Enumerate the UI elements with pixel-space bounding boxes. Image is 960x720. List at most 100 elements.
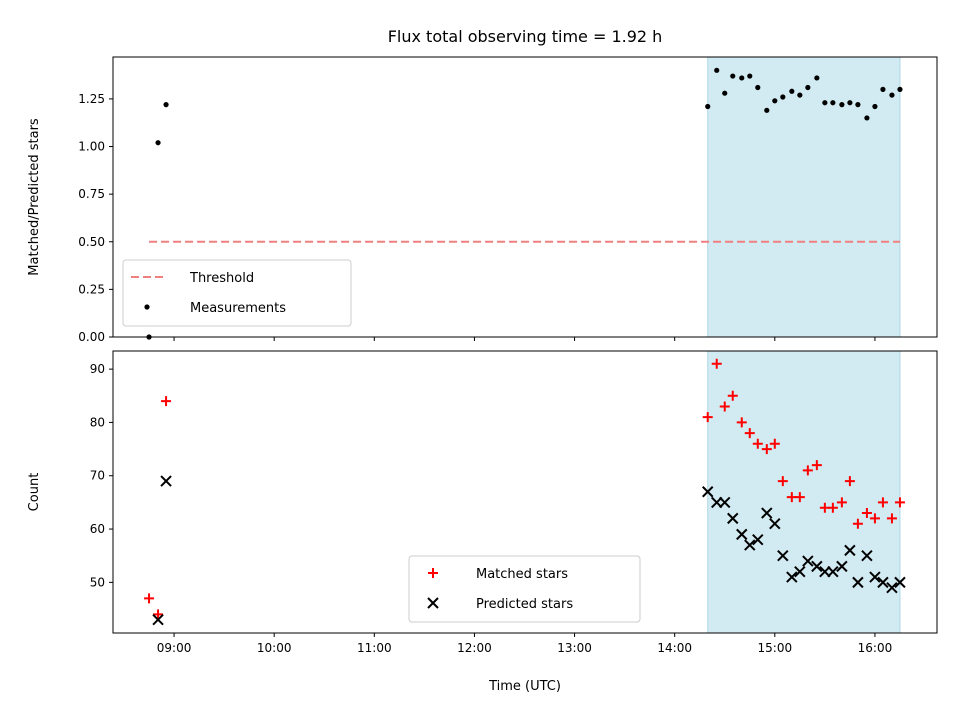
x-tick-label: 16:00 [858, 641, 893, 655]
legend-label: Measurements [190, 301, 286, 316]
y-tick-label: 60 [90, 522, 105, 536]
measurement-point [780, 94, 786, 100]
axes-frame [112, 56, 938, 338]
matched-star-point [761, 444, 772, 455]
matched-star-point [769, 438, 780, 449]
predicted-star-point [702, 486, 714, 498]
legend-matched-swatch [428, 568, 438, 578]
matched-star-point [836, 497, 847, 508]
predicted-star-point [736, 528, 748, 541]
predicted-star-point [152, 613, 164, 626]
top-panel: 0.00 0.25 0.50 0.75 1.00 1.25 Matched/Predicte… [27, 56, 938, 344]
predicted-star-point [852, 576, 864, 589]
measurement-point [747, 73, 753, 79]
predicted-star-point [761, 507, 773, 519]
y-tick-label: 70 [90, 469, 105, 483]
measurement-point [155, 140, 161, 146]
predicted-star-point [802, 555, 814, 567]
matched-star-point [711, 358, 722, 369]
matched-star-point [727, 390, 738, 401]
predicted-star-point [836, 560, 848, 573]
shaded-window [707, 350, 901, 634]
measurement-point [755, 84, 761, 91]
legend: Threshold Measurements [122, 259, 352, 327]
predicted-star-point [752, 534, 764, 546]
shaded-window [707, 56, 901, 338]
measurement-point [163, 102, 169, 108]
x-tick-label: 13:00 [557, 641, 592, 655]
measurement-point [764, 107, 770, 113]
matched-star-point [794, 492, 805, 503]
predicted-star-point [869, 571, 881, 583]
x-tick-label: 11:00 [357, 641, 392, 655]
predicted-star-point [744, 539, 756, 551]
measurement-point [805, 84, 811, 91]
predicted-star-point [727, 512, 739, 525]
legend-predicted-swatch [427, 597, 439, 609]
bottom-panel: 50 60 70 80 90 09:00 10:00 11:00 12:00 13:00 14:00… [27, 350, 938, 694]
matched-star-point [852, 518, 863, 529]
measurement-point [847, 100, 853, 106]
matched-star-point [161, 396, 172, 407]
measurement-point [855, 102, 861, 108]
measurement-point [705, 103, 711, 110]
axes-frame [112, 350, 938, 634]
measurement-point [839, 102, 845, 108]
legend-label: Matched stars [476, 567, 568, 582]
predicted-star-point [777, 549, 789, 562]
y-tick-label: 1.25 [78, 92, 105, 106]
predicted-star-point [786, 571, 798, 583]
matched-star-point [877, 497, 888, 508]
measurement-point [789, 88, 795, 94]
measurement-point [797, 92, 803, 98]
matched-star-point [144, 593, 155, 604]
predicted-star-point [861, 549, 873, 562]
measurement-point [872, 103, 878, 110]
measurement-point [739, 75, 745, 81]
matched-star-point [811, 460, 822, 471]
matched-star-point [777, 476, 788, 487]
legend: Matched stars Predicted stars [408, 555, 641, 623]
x-tick-label: 12:00 [457, 641, 492, 655]
x-tick-label: 14:00 [657, 641, 692, 655]
matched-star-point [802, 465, 813, 476]
matched-star-point [894, 497, 905, 508]
predicted-star-point [886, 581, 898, 594]
matched-star-point [153, 609, 164, 620]
y-tick-label: 90 [90, 362, 105, 376]
legend-label: Predicted stars [476, 597, 573, 612]
legend-box [408, 555, 641, 623]
measurement-point [722, 90, 728, 96]
y-tick-label: 0.00 [78, 330, 105, 344]
predicted-star-point [894, 576, 906, 589]
predicted-star-point [827, 565, 839, 578]
legend-box [122, 259, 352, 327]
measurement-point [889, 92, 895, 98]
measurement-point [880, 86, 886, 92]
y-tick-label: 1.00 [78, 140, 105, 154]
matched-star-point [702, 412, 713, 423]
y-tick-label: 0.25 [78, 282, 105, 296]
predicted-star-point [844, 544, 856, 557]
y-axis-label: Matched/Predicted stars [27, 118, 42, 276]
matched-star-point [744, 428, 755, 439]
matched-star-point [861, 508, 872, 519]
measurement-point [897, 86, 903, 92]
matched-star-point [844, 476, 855, 487]
measurement-point [864, 115, 870, 121]
measurement-point [822, 100, 828, 106]
matched-star-point [869, 513, 880, 524]
chart-title: Flux total observing time = 1.92 h [388, 27, 663, 46]
measurement-point [814, 75, 820, 81]
x-tick-label: 10:00 [257, 641, 292, 655]
measurement-point [830, 100, 836, 106]
measurement-point [772, 98, 778, 104]
predicted-star-point [794, 565, 806, 578]
measurement-point [730, 73, 736, 79]
matched-star-point [736, 417, 747, 428]
x-axis-label: Time (UTC) [488, 679, 561, 694]
predicted-star-point [877, 576, 889, 589]
y-tick-label: 80 [90, 415, 105, 429]
y-tick-label: 0.75 [78, 187, 105, 201]
